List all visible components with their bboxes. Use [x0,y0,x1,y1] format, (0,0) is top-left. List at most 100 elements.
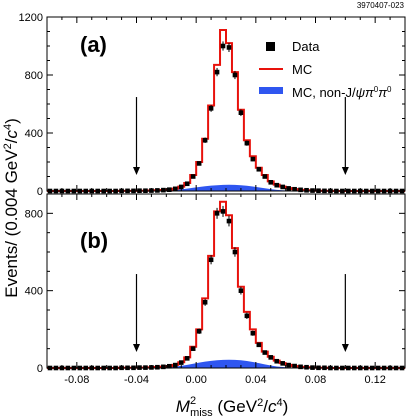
y-tick-label: 400 [25,128,43,140]
x-axis-label-sub: miss [190,407,213,418]
data-point [202,299,208,305]
data-point [274,358,280,364]
mc-histogram [47,200,405,369]
data-point [226,218,232,224]
data-point [155,364,160,370]
y-tick-label: 800 [25,70,43,82]
data-point [274,182,280,188]
y-tick-label: 800 [25,208,43,220]
data-point [202,137,208,143]
y-axis-label-prefix: Events/ (0.004 GeV [2,149,21,298]
data-point [268,355,274,360]
x-tick-label: -0.08 [64,374,89,386]
legend-bg-pi2: π [378,85,387,100]
data-point [280,361,285,366]
data-point [155,188,160,193]
data-point [172,186,178,192]
data-point [161,364,166,370]
figure-id: 3970407-023 [357,1,405,10]
x-tick-label: -0.04 [124,374,149,386]
x-axis-label-unit-slash: / [263,397,268,416]
data-point [220,43,226,49]
x-tick-label: 0.04 [245,374,266,386]
data-point [184,181,190,187]
plot-frame [46,193,406,369]
data-point [172,362,178,368]
data-point [190,174,196,179]
cut-arrow-head [133,344,140,352]
x-axis-label-unit-sup1: 2 [257,397,263,409]
legend-data-marker [266,42,275,51]
data-point [292,186,297,192]
panel-a-axes: 0 400 800 1200 [19,12,406,198]
x-tick-label: 0.08 [305,374,326,386]
data-point [167,187,172,192]
x-axis-label-unit-prefix: (GeV [213,397,258,416]
legend-bg-pi1: π [365,85,374,100]
legend-mc-label: MC [292,62,312,77]
data-point [268,180,274,185]
panel-a-label: (a) [80,32,107,57]
y-tick-label: 400 [25,286,43,298]
legend-bg-prefix: MC, non-J/ [292,85,356,100]
data-point [292,363,297,369]
data-point [304,364,309,370]
panel-a-arrows [133,97,349,175]
legend-bg-label: MC, non-J/ψπ0π0 [292,85,392,100]
cut-arrow-head [341,344,349,352]
data-point [226,45,232,50]
data-point [232,249,238,255]
legend: Data MC MC, non-J/ψπ0π0 [259,39,392,100]
legend-data-label: Data [292,39,320,54]
data-point [262,174,268,179]
x-axis-label-sup: 2 [190,395,196,407]
data-point [262,350,268,355]
cut-arrow-head [341,167,349,175]
data-point [238,110,244,115]
panel-a-background [49,184,403,191]
data-point [220,209,226,214]
panel-b-mc [47,200,405,369]
legend-bg-psi: ψ [356,85,366,100]
x-tick-label: 0.12 [364,374,385,386]
data-point [250,156,256,162]
y-tick-label: 0 [37,363,43,375]
legend-bg-swatch [259,87,283,94]
panel-a-data [47,41,405,194]
data-point [280,184,285,190]
data-point [250,330,256,336]
data-point [196,328,202,334]
data-point [161,187,166,193]
data-point [244,140,250,146]
data-point [167,363,172,369]
data-point [184,356,190,361]
y-axis-label-slash: / [2,138,21,143]
x-axis-label: M2 miss (GeV2/c4) [176,395,288,418]
x-axis-label-unit-suffix: ) [283,397,289,416]
data-point [286,186,291,191]
data-point [232,72,238,78]
y-tick-label: 1200 [19,12,43,24]
data-point [244,313,250,319]
legend-bg-pi2-sup: 0 [387,85,392,94]
y-tick-label: 0 [37,186,43,198]
data-point [214,69,220,75]
data-point [196,161,202,166]
panel-b-axes: 0 400 800 -0.08 -0.04 0.00 0.04 0.08 0.12 [25,193,406,386]
x-axis-label-m: M [176,397,191,416]
y-axis-label-sup1: 2 [2,143,14,149]
data-point [214,211,220,216]
data-point [178,184,184,190]
data-point [208,257,214,263]
legend-bg-pi1-sup: 0 [374,85,379,94]
x-tick-label: 0.00 [185,374,206,386]
y-axis-label-sup2: 4 [2,124,14,130]
data-point [286,362,291,368]
data-point [178,360,184,365]
background-area [49,359,403,368]
panel-b-label: (b) [80,228,108,253]
data-point [238,288,244,293]
data-point [208,106,214,111]
